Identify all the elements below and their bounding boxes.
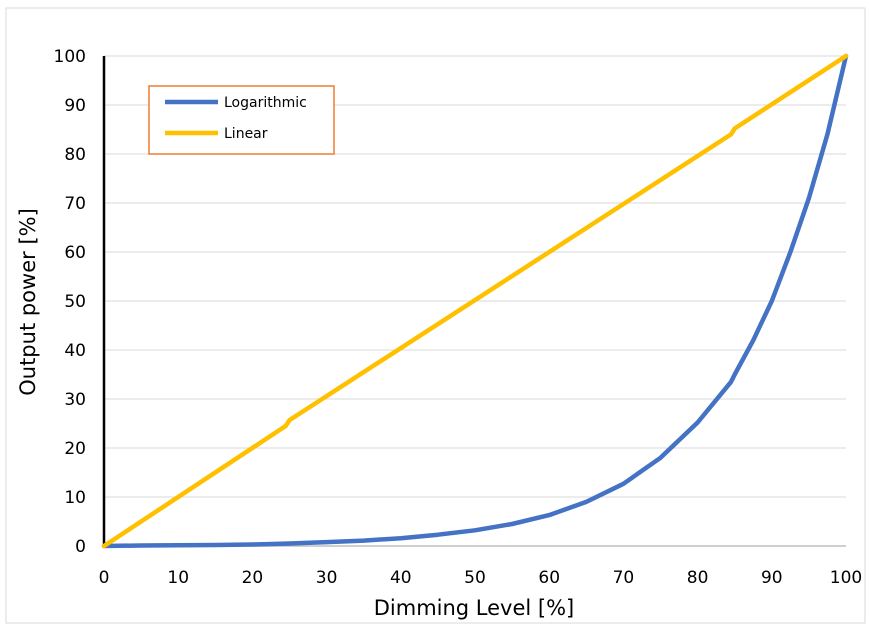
series-line-logarithmic (101, 53, 849, 549)
x-tick-label: 40 (390, 568, 412, 588)
y-tick-label: 60 (64, 243, 86, 263)
x-tick-label: 50 (464, 568, 486, 588)
y-tick-label: 50 (64, 292, 86, 312)
x-tick-label: 80 (687, 568, 709, 588)
y-tick-label: 70 (64, 194, 86, 214)
y-tick-label: 100 (54, 47, 86, 67)
x-tick-label: 20 (242, 568, 264, 588)
legend-label-linear: Linear (224, 126, 268, 142)
legend-box (148, 85, 335, 155)
y-tick-label: 20 (64, 439, 86, 459)
series-lines (101, 53, 849, 549)
tick-labels: 0 10 20 30 40 50 60 70 80 90 100 0 10 20 30 40 50 60 70 80 9… (54, 47, 863, 588)
x-tick-label: 70 (613, 568, 635, 588)
y-tick-label: 40 (64, 341, 86, 361)
y-axis-title: Output power [%] (16, 208, 40, 396)
x-tick-label: 0 (99, 568, 110, 588)
x-axis-title: Dimming Level [%] (374, 596, 575, 620)
y-tick-label: 0 (75, 537, 86, 557)
x-tick-label: 10 (167, 568, 189, 588)
legend: Logarithmic Linear (148, 85, 335, 155)
y-tick-label: 10 (64, 488, 86, 508)
x-tick-label: 60 (538, 568, 560, 588)
series-line-linear (101, 53, 849, 549)
x-tick-label: 100 (830, 568, 862, 588)
x-tick-label: 30 (316, 568, 338, 588)
chart-border (5, 7, 866, 624)
x-tick-label: 90 (761, 568, 783, 588)
y-tick-label: 90 (64, 96, 86, 116)
y-tick-label: 30 (64, 390, 86, 410)
y-tick-label: 80 (64, 145, 86, 165)
legend-label-logarithmic: Logarithmic (224, 95, 307, 111)
